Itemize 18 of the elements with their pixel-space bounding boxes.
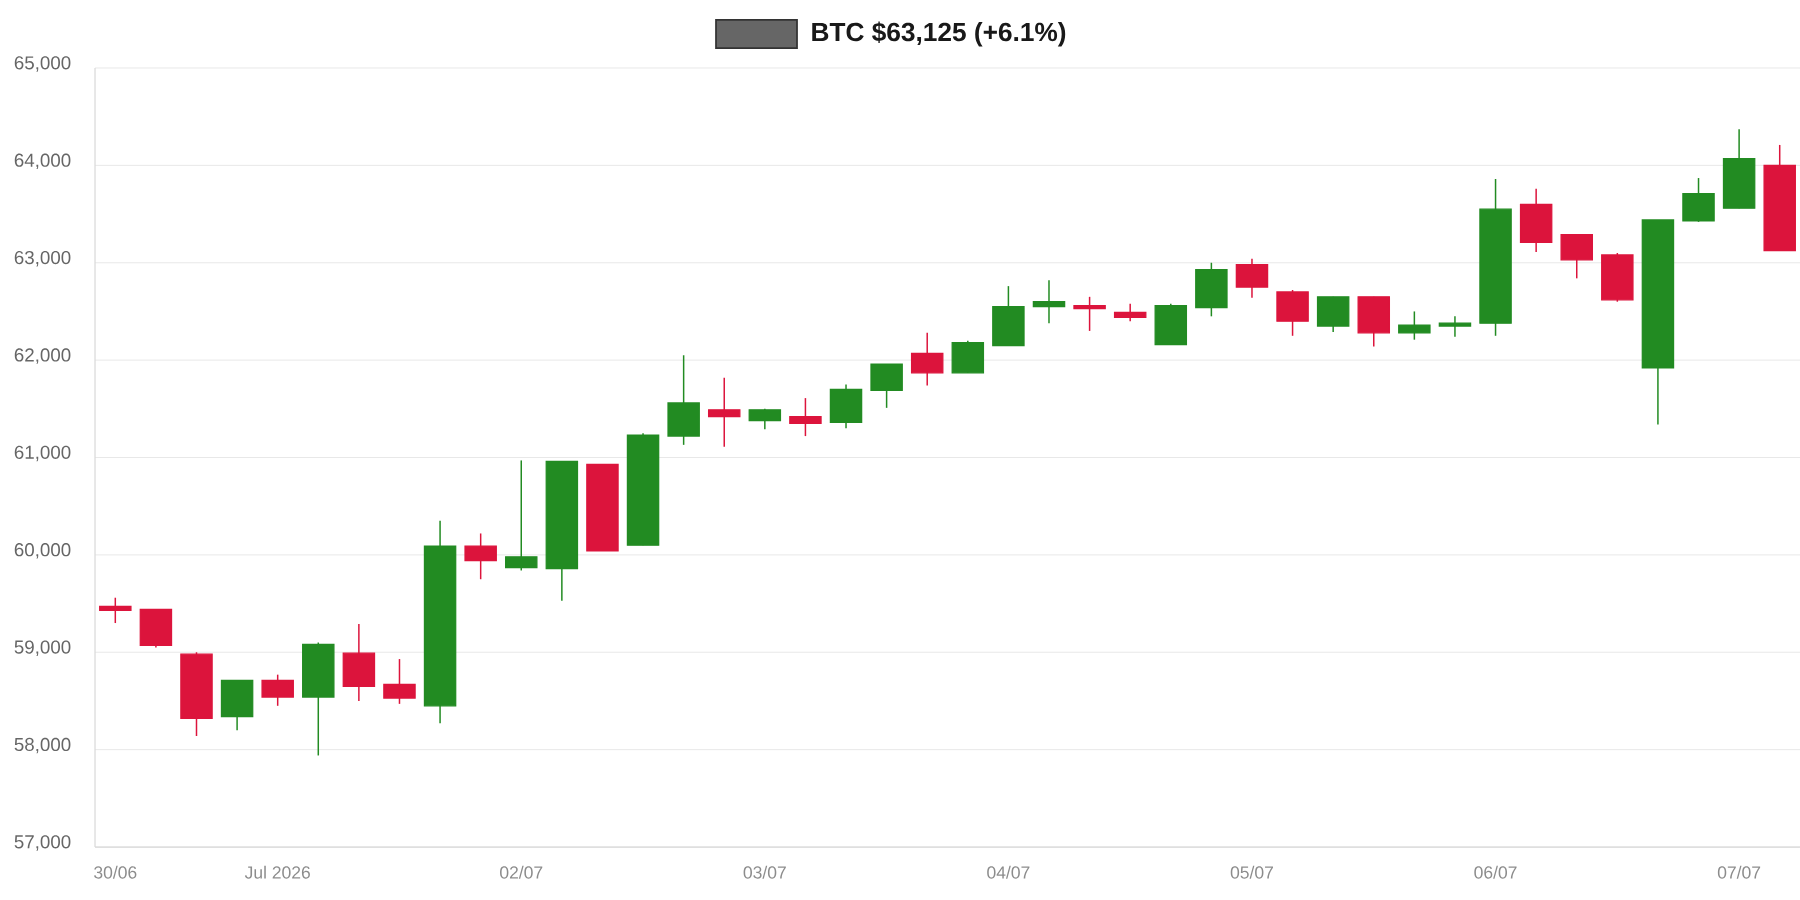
y-tick-label: 63,000 [14, 250, 71, 267]
y-tick-label: 58,000 [14, 737, 71, 754]
y-tick-label: 61,000 [14, 445, 71, 462]
x-tick-label: 07/07 [1717, 865, 1761, 879]
y-tick-label: 65,000 [14, 56, 71, 72]
text: BTC $63,125 (+6.1%) [812, 21, 1066, 47]
x-tick-label: 03/07 [743, 865, 786, 879]
x-tick-label: 05/07 [1230, 865, 1273, 879]
x-tick-label: 04/07 [987, 865, 1030, 879]
x-tick-label: 30/06 [94, 865, 137, 879]
y-tick-label: 60,000 [14, 543, 71, 559]
y-tick-label: 62,000 [14, 348, 71, 364]
x-tick-label: 02/07 [500, 865, 543, 879]
y-tick-label: 59,000 [14, 640, 71, 656]
y-tick-label: 64,000 [14, 153, 71, 170]
x-tick-label: 06/07 [1474, 865, 1517, 879]
x-tick-label: Jul 2026 [244, 865, 310, 879]
y-tick-label: 57,000 [14, 835, 71, 851]
